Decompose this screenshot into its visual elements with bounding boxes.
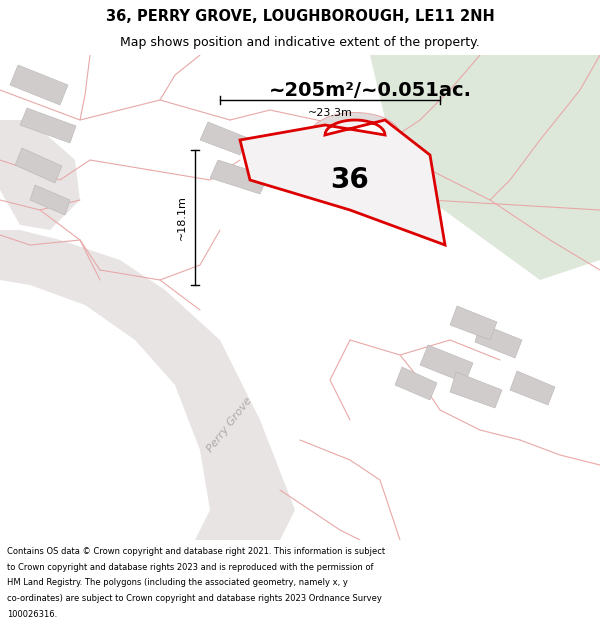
Polygon shape [20, 108, 76, 143]
Polygon shape [15, 148, 62, 183]
Text: HM Land Registry. The polygons (including the associated geometry, namely x, y: HM Land Registry. The polygons (includin… [7, 578, 348, 587]
Polygon shape [475, 323, 522, 358]
Text: to Crown copyright and database rights 2023 and is reproduced with the permissio: to Crown copyright and database rights 2… [7, 562, 374, 571]
Text: Contains OS data © Crown copyright and database right 2021. This information is : Contains OS data © Crown copyright and d… [7, 547, 385, 556]
Polygon shape [450, 372, 502, 408]
Polygon shape [370, 55, 600, 280]
Polygon shape [420, 345, 473, 383]
Polygon shape [30, 185, 70, 215]
Polygon shape [510, 371, 555, 405]
Polygon shape [200, 122, 248, 155]
Polygon shape [0, 230, 295, 540]
Polygon shape [10, 65, 68, 105]
Text: ~23.3m: ~23.3m [308, 108, 352, 118]
Text: 36: 36 [331, 166, 370, 194]
Text: ~205m²/~0.051ac.: ~205m²/~0.051ac. [269, 81, 472, 99]
Text: ~18.1m: ~18.1m [177, 195, 187, 240]
Text: 100026316.: 100026316. [7, 610, 58, 619]
Text: Perry Grove: Perry Grove [206, 396, 254, 454]
Text: 36, PERRY GROVE, LOUGHBOROUGH, LE11 2NH: 36, PERRY GROVE, LOUGHBOROUGH, LE11 2NH [106, 9, 494, 24]
Polygon shape [0, 120, 80, 230]
Polygon shape [310, 112, 400, 135]
Polygon shape [450, 306, 497, 340]
Polygon shape [240, 120, 445, 245]
Polygon shape [210, 160, 268, 194]
Text: co-ordinates) are subject to Crown copyright and database rights 2023 Ordnance S: co-ordinates) are subject to Crown copyr… [7, 594, 382, 603]
Polygon shape [395, 367, 437, 400]
Text: Map shows position and indicative extent of the property.: Map shows position and indicative extent… [120, 36, 480, 49]
